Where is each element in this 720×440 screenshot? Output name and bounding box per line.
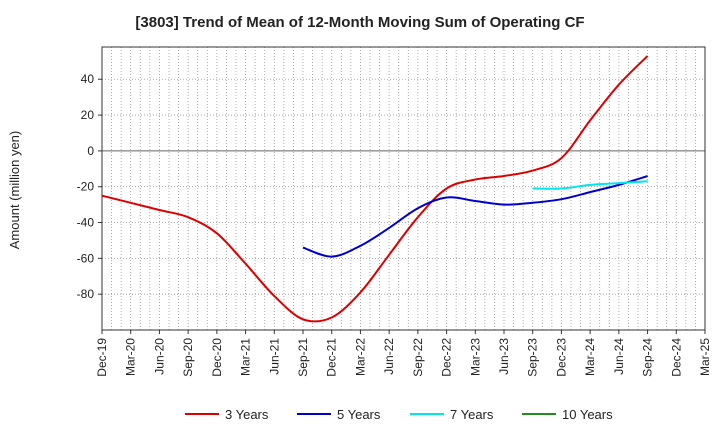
series-line-5-years <box>302 175 648 258</box>
x-tick-label: Dec-22 <box>440 338 454 377</box>
chart-title: [3803] Trend of Mean of 12-Month Moving … <box>135 14 584 31</box>
x-tick-label: Jun-20 <box>152 338 166 375</box>
y-tick-label: -80 <box>77 287 95 301</box>
y-axis-label: Amount (million yen) <box>7 131 22 250</box>
x-tick-label: Dec-21 <box>325 338 339 377</box>
x-tick-label: Sep-22 <box>411 338 425 377</box>
x-tick-label: Sep-23 <box>526 338 540 377</box>
x-tick-label: Sep-21 <box>296 338 310 377</box>
x-tick-label: Mar-25 <box>698 338 712 376</box>
x-tick-label: Dec-19 <box>95 338 109 377</box>
x-tick-label: Jun-22 <box>382 338 396 375</box>
y-tick-label: 20 <box>81 108 95 122</box>
y-tick-label: 40 <box>81 72 95 86</box>
series-line-7-years <box>532 180 648 190</box>
legend-label-10-years: 10 Years <box>562 407 613 422</box>
y-tick-label: -60 <box>77 251 95 265</box>
x-tick-label: Dec-23 <box>554 338 568 377</box>
x-tick-label: Dec-20 <box>210 338 224 377</box>
y-tick-label: -20 <box>77 180 95 194</box>
x-tick-label: Sep-20 <box>181 338 195 377</box>
x-tick-label: Mar-23 <box>468 338 482 376</box>
plot-frame <box>101 46 706 331</box>
x-tick-label: Mar-24 <box>583 338 597 376</box>
x-tick-label: Jun-24 <box>612 338 626 375</box>
y-tick-label: -40 <box>77 216 95 230</box>
x-tick-label: Mar-20 <box>124 338 138 376</box>
legend-label-5-years: 5 Years <box>337 407 381 422</box>
legend-label-3-years: 3 Years <box>225 407 269 422</box>
x-tick-label: Dec-24 <box>669 338 683 377</box>
x-tick-label: Jun-23 <box>497 338 511 375</box>
series-line-3-years <box>101 55 649 323</box>
legend-label-7-years: 7 Years <box>450 407 494 422</box>
x-tick-label: Mar-22 <box>353 338 367 376</box>
x-tick-label: Mar-21 <box>239 338 253 376</box>
x-tick-label: Sep-24 <box>641 338 655 377</box>
y-tick-label: 0 <box>87 144 94 158</box>
x-tick-label: Jun-21 <box>267 338 281 375</box>
